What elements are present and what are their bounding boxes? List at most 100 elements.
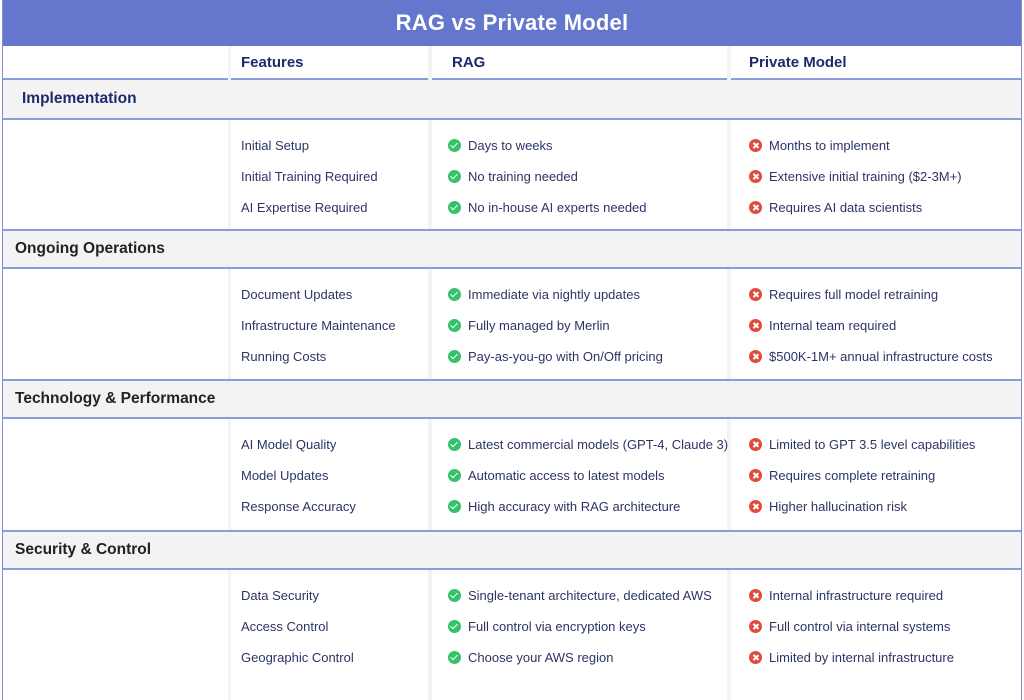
x-circle-icon [749,349,762,363]
check-circle-icon [448,468,461,482]
check-circle-icon [448,200,461,214]
rag-value-cell: Days to weeks [448,135,553,155]
x-circle-icon [749,499,762,513]
x-circle-icon [749,169,762,183]
rag-value-text: Latest commercial models (GPT-4, Claude … [468,436,729,452]
x-circle-icon [749,200,762,214]
private-model-value-cell: Higher hallucination risk [749,496,907,516]
section-body-column [3,419,228,530]
feature-label: Model Updates [241,467,329,483]
x-circle-icon [749,138,762,152]
private-model-value-cell: Internal team required [749,315,896,335]
feature-label: Document Updates [241,286,353,302]
rag-value-text: Fully managed by Merlin [468,317,610,333]
section-body-column [731,419,1021,530]
rag-value-cell: No in-house AI experts needed [448,197,647,217]
private-model-value-text: Higher hallucination risk [769,498,908,514]
check-circle-icon [448,349,461,363]
private-model-value-cell: Requires full model retraining [749,284,938,304]
section-header: Ongoing Operations [3,229,1021,269]
check-circle-icon [448,588,461,602]
rag-value-cell: High accuracy with RAG architecture [448,496,680,516]
feature-label: Infrastructure Maintenance [241,317,396,333]
check-circle-icon [448,169,461,183]
x-circle-icon [749,619,762,633]
section-header: Security & Control [3,530,1021,570]
feature-label: Initial Setup [241,137,309,153]
private-model-value-cell: $500K-1M+ annual infrastructure costs [749,346,993,366]
feature-label: Access Control [241,618,329,634]
private-model-value-text: Requires full model retraining [769,286,939,302]
private-model-value-cell: Internal infrastructure required [749,585,943,605]
feature-label: Running Costs [241,348,327,364]
rag-value-text: Full control via encryption keys [468,618,646,634]
section-body-column [432,419,727,530]
feature-label: Geographic Control [241,649,354,665]
rag-value-text: Automatic access to latest models [468,467,665,483]
rag-value-text: Single-tenant architecture, dedicated AW… [468,587,712,603]
section-body-column [432,570,727,700]
section-body-column [731,120,1021,229]
check-circle-icon [448,499,461,513]
rag-value-cell: Immediate via nightly updates [448,284,640,304]
section-body-column [731,570,1021,700]
private-model-value-cell: Full control via internal systems [749,616,950,636]
check-circle-icon [448,318,461,332]
private-model-value-cell: Extensive initial training ($2-3M+) [749,166,962,186]
section-body-column [231,120,428,229]
check-circle-icon [448,138,461,152]
section-body-column [432,120,727,229]
rag-value-text: No in-house AI experts needed [468,199,647,215]
feature-label: Response Accuracy [241,498,356,514]
rag-value-cell: Single-tenant architecture, dedicated AW… [448,585,712,605]
private-model-value-cell: Limited to GPT 3.5 level capabilities [749,434,975,454]
rag-value-cell: Latest commercial models (GPT-4, Claude … [448,434,728,454]
section-body-column [432,269,727,379]
section-header: Implementation [3,80,1021,120]
private-model-value-cell: Limited by internal infrastructure [749,647,954,667]
x-circle-icon [749,287,762,301]
private-model-value-text: Extensive initial training ($2-3M+) [769,168,962,184]
feature-label: AI Model Quality [241,436,337,452]
private-model-value-text: Internal team required [769,317,897,333]
check-circle-icon [448,650,461,664]
section-body-column [731,269,1021,379]
check-circle-icon [448,437,461,451]
feature-label: Initial Training Required [241,168,378,184]
feature-label: AI Expertise Required [241,199,368,215]
private-model-value-cell: Months to implement [749,135,890,155]
section-body-column [231,570,428,700]
rag-value-cell: Fully managed by Merlin [448,315,610,335]
section-body-column [3,570,228,700]
feature-label: Data Security [241,587,320,603]
section-body-column [3,269,228,379]
private-model-value-text: Limited to GPT 3.5 level capabilities [769,436,976,452]
section-body-column [3,120,228,229]
header-empty-cell [3,46,228,80]
section-body-column [231,269,428,379]
rag-value-cell: Choose your AWS region [448,647,613,667]
private-model-value-cell: Requires complete retraining [749,465,935,485]
x-circle-icon [749,588,762,602]
rag-value-cell: Automatic access to latest models [448,465,665,485]
check-circle-icon [448,619,461,633]
private-model-value-text: $500K-1M+ annual infrastructure costs [769,348,993,364]
check-circle-icon [448,287,461,301]
x-circle-icon [749,650,762,664]
rag-value-text: No training needed [468,168,578,184]
private-model-value-text: Months to implement [769,137,890,153]
private-model-value-text: Requires complete retraining [769,467,936,483]
column-header-rag: RAG [432,46,727,80]
section-body-column [231,419,428,530]
private-model-value-text: Internal infrastructure required [769,587,944,603]
x-circle-icon [749,468,762,482]
private-model-value-text: Limited by internal infrastructure [769,649,954,665]
rag-value-cell: No training needed [448,166,578,186]
private-model-value-text: Full control via internal systems [769,618,951,634]
rag-value-text: Days to weeks [468,137,553,153]
rag-value-text: Immediate via nightly updates [468,286,640,302]
column-header-private-model: Private Model [731,46,1021,80]
rag-value-cell: Full control via encryption keys [448,616,646,636]
section-header: Technology & Performance [3,379,1021,419]
